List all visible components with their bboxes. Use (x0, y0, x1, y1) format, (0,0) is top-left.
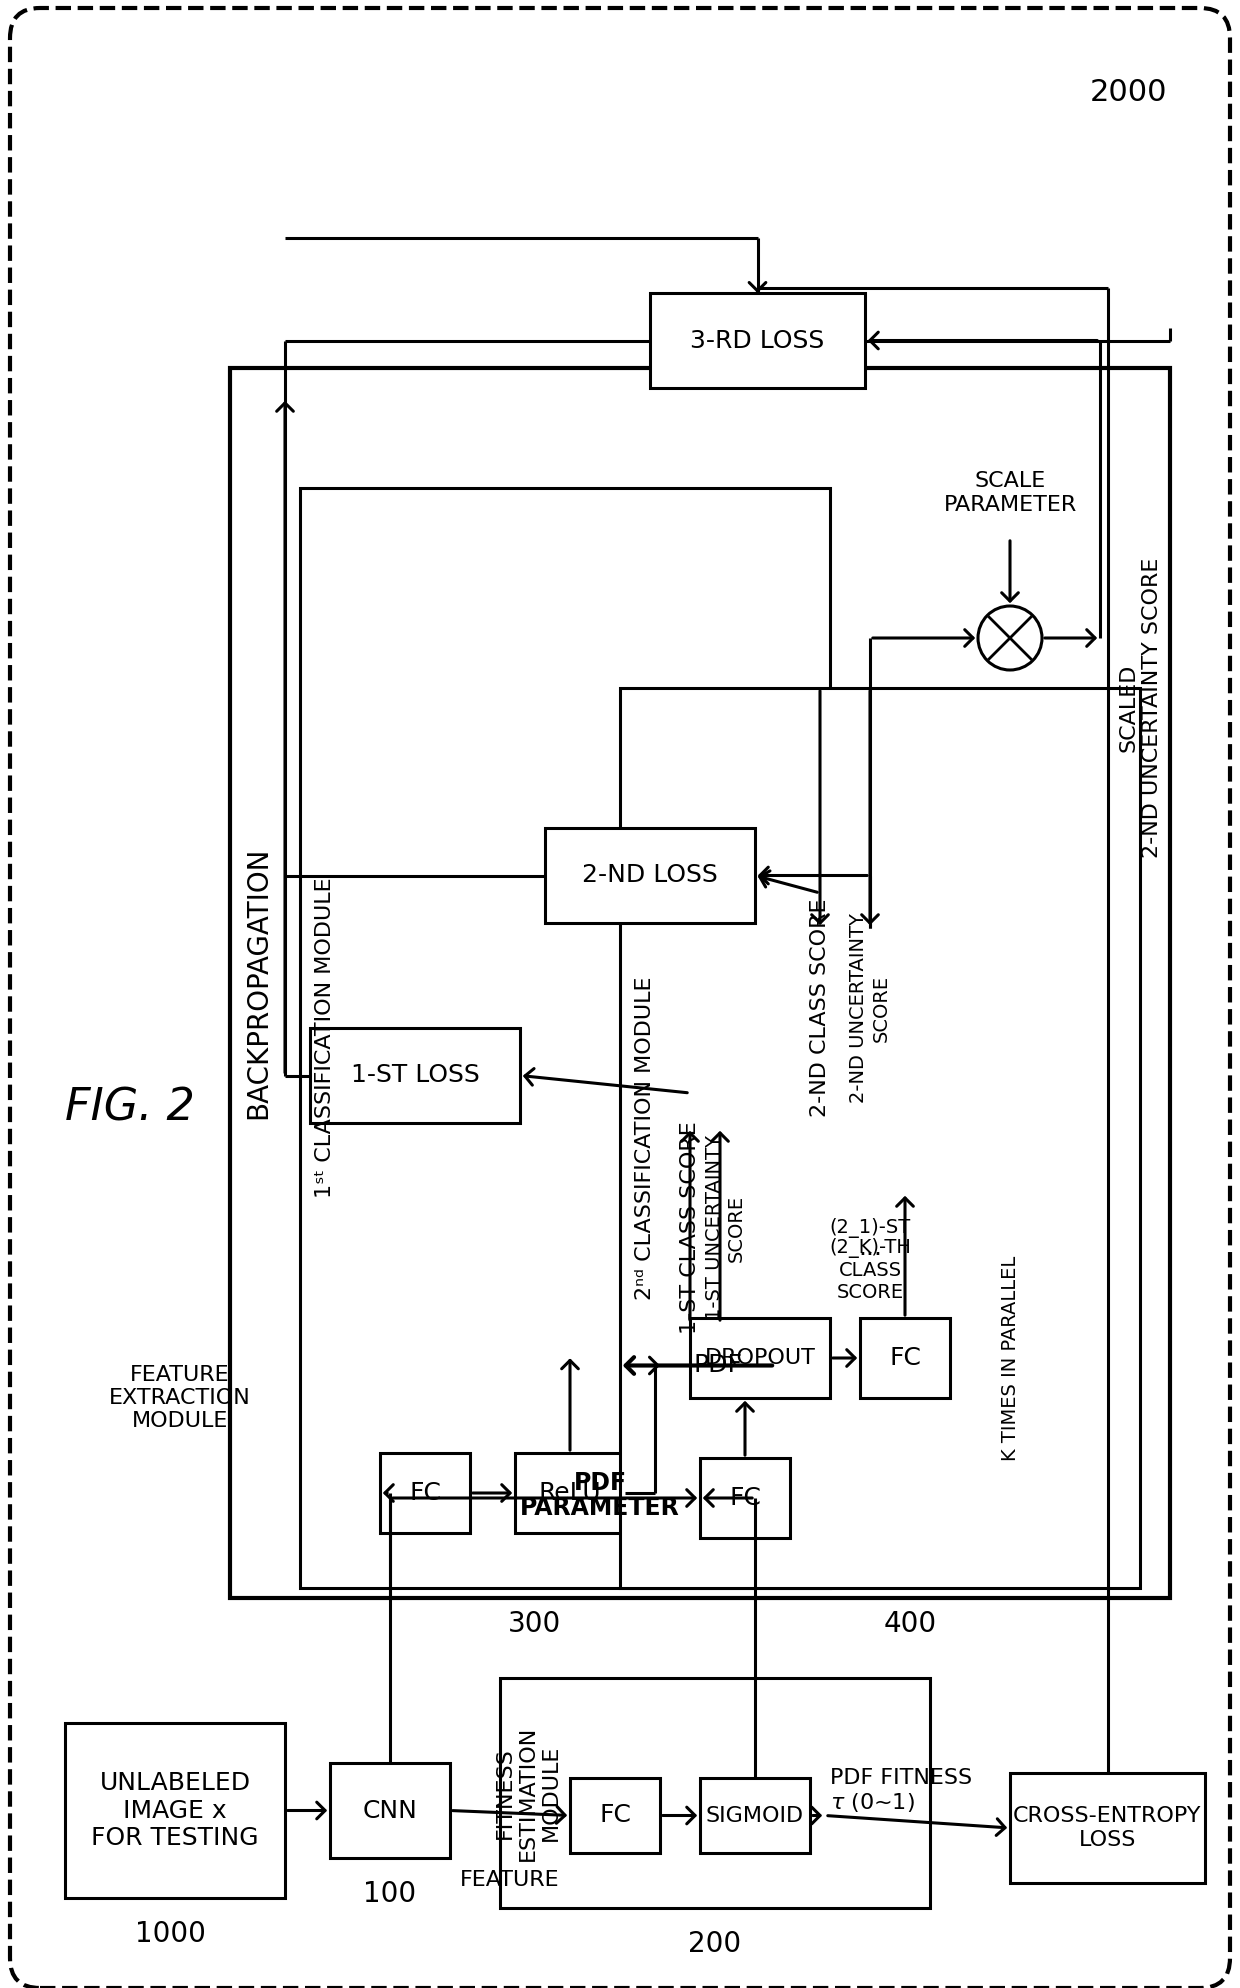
Text: 400: 400 (883, 1610, 936, 1638)
Text: 1-ST CLASS SCORE: 1-ST CLASS SCORE (680, 1121, 701, 1334)
Text: SCALE
PARAMETER: SCALE PARAMETER (944, 471, 1076, 515)
Text: FC: FC (729, 1485, 761, 1511)
FancyBboxPatch shape (500, 1678, 930, 1908)
Text: FEATURE: FEATURE (460, 1871, 559, 1891)
FancyBboxPatch shape (1011, 1773, 1205, 1883)
Text: 2000: 2000 (1090, 78, 1168, 107)
FancyBboxPatch shape (660, 1322, 775, 1408)
Text: $\tau$ (0~1): $\tau$ (0~1) (830, 1791, 915, 1815)
Text: SIGMOID: SIGMOID (706, 1805, 804, 1825)
Text: FITNESS
ESTIMATION
MODULE: FITNESS ESTIMATION MODULE (495, 1726, 562, 1861)
Text: 100: 100 (363, 1881, 417, 1908)
FancyBboxPatch shape (701, 1777, 810, 1853)
Text: UNLABELED
IMAGE x
FOR TESTING: UNLABELED IMAGE x FOR TESTING (92, 1771, 259, 1851)
Text: ReLU: ReLU (538, 1481, 601, 1505)
Text: 2-ND CLASS SCORE: 2-ND CLASS SCORE (810, 899, 830, 1117)
Text: FC: FC (889, 1346, 921, 1370)
FancyBboxPatch shape (546, 827, 755, 922)
FancyBboxPatch shape (229, 368, 1171, 1598)
Text: PDF: PDF (573, 1471, 626, 1495)
FancyBboxPatch shape (379, 1453, 470, 1533)
FancyBboxPatch shape (300, 487, 830, 1588)
Text: (2_1)-ST: (2_1)-ST (830, 1219, 910, 1239)
FancyBboxPatch shape (689, 1318, 830, 1398)
Text: K TIMES IN PARALLEL: K TIMES IN PARALLEL (1001, 1254, 1019, 1461)
Text: DROPOUT: DROPOUT (704, 1348, 816, 1368)
Text: 200: 200 (688, 1930, 742, 1958)
FancyBboxPatch shape (310, 1028, 520, 1123)
Text: BACKPROPAGATION: BACKPROPAGATION (244, 847, 272, 1119)
Text: 2-ND UNCERTAINTY
SCORE: 2-ND UNCERTAINTY SCORE (849, 912, 890, 1103)
FancyBboxPatch shape (701, 1457, 790, 1539)
Text: 2ⁿᵈ CLASSIFICATION MODULE: 2ⁿᵈ CLASSIFICATION MODULE (635, 976, 655, 1300)
Text: 300: 300 (508, 1610, 562, 1638)
Text: ...: ... (858, 1237, 882, 1260)
Text: 1-ST LOSS: 1-ST LOSS (351, 1064, 480, 1087)
Text: SCALED
2-ND UNCERTAINTY SCORE: SCALED 2-ND UNCERTAINTY SCORE (1118, 559, 1162, 859)
Text: FIG. 2: FIG. 2 (64, 1087, 195, 1129)
Text: CNN: CNN (362, 1799, 418, 1823)
Text: PDF FITNESS: PDF FITNESS (830, 1767, 972, 1787)
Text: FC: FC (599, 1803, 631, 1827)
FancyBboxPatch shape (10, 8, 1230, 1988)
Text: PARAMETER: PARAMETER (520, 1497, 680, 1521)
FancyBboxPatch shape (515, 1453, 625, 1533)
Text: 2-ND LOSS: 2-ND LOSS (582, 863, 718, 887)
FancyBboxPatch shape (620, 688, 1140, 1588)
Text: 1000: 1000 (135, 1920, 206, 1948)
Text: 1-ST UNCERTAINTY
SCORE: 1-ST UNCERTAINTY SCORE (704, 1135, 745, 1320)
FancyBboxPatch shape (650, 292, 866, 388)
Text: PDF: PDF (693, 1354, 742, 1378)
FancyBboxPatch shape (64, 1724, 285, 1899)
Text: FC: FC (409, 1481, 441, 1505)
FancyBboxPatch shape (570, 1777, 660, 1853)
FancyBboxPatch shape (330, 1763, 450, 1859)
Text: 1ˢᵗ CLASSIFICATION MODULE: 1ˢᵗ CLASSIFICATION MODULE (315, 877, 335, 1199)
Text: 3-RD LOSS: 3-RD LOSS (691, 328, 825, 352)
FancyBboxPatch shape (861, 1318, 950, 1398)
Text: (2_K)-TH
CLASS
SCORE: (2_K)-TH CLASS SCORE (830, 1239, 911, 1302)
Text: FEATURE
EXTRACTION
MODULE: FEATURE EXTRACTION MODULE (109, 1366, 250, 1431)
Text: CROSS-ENTROPY
LOSS: CROSS-ENTROPY LOSS (1013, 1807, 1202, 1849)
